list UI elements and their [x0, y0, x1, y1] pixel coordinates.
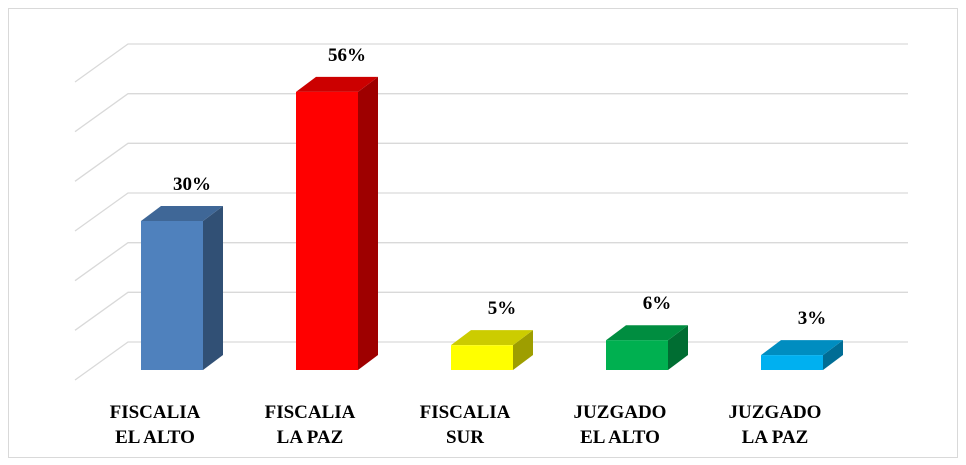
bar	[606, 325, 688, 370]
x-tick-label-line: JUZGADO	[729, 402, 822, 423]
bar-front	[761, 355, 823, 370]
bar	[451, 330, 533, 370]
data-label: 30%	[173, 174, 211, 195]
bar-side	[513, 330, 533, 370]
bar-top	[761, 340, 843, 356]
bar-top	[296, 76, 378, 92]
x-tick-label-line: LA PAZ	[277, 427, 344, 448]
x-tick-label: JUZGADO EL ALTO	[574, 402, 667, 448]
bar	[141, 206, 223, 370]
bar	[296, 76, 378, 370]
data-label: 3%	[798, 308, 827, 329]
data-label: 6%	[643, 293, 672, 314]
bar-side	[358, 76, 378, 370]
grid-line	[74, 242, 908, 282]
x-tick-label-line: FISCALIA	[110, 402, 201, 423]
data-label: 5%	[488, 298, 517, 319]
x-tick-label-line: FISCALIA	[420, 402, 511, 423]
x-tick-label-line: EL ALTO	[580, 427, 660, 448]
bar-side	[203, 206, 223, 370]
x-tick-label: FISCALIA EL ALTO	[110, 402, 201, 448]
data-label: 56%	[328, 45, 366, 66]
x-tick-label-line: SUR	[446, 427, 484, 448]
x-tick-label: FISCALIA LA PAZ	[265, 402, 356, 448]
bar-front	[451, 345, 513, 370]
x-tick-label-line: EL ALTO	[115, 427, 195, 448]
bar-side	[823, 340, 843, 370]
bar-top	[141, 206, 223, 221]
x-tick-label-line: FISCALIA	[265, 402, 356, 423]
grid-line	[74, 43, 908, 83]
bar-front	[296, 91, 358, 370]
grid-line	[74, 192, 908, 232]
grid-line	[74, 142, 908, 182]
x-tick-label-line: LA PAZ	[742, 427, 809, 448]
grid-line	[74, 93, 908, 133]
grid-line	[74, 291, 908, 331]
bar-top	[451, 330, 533, 346]
bar-front	[141, 221, 203, 370]
bar-front	[606, 340, 668, 370]
x-tick-label: FISCALIA SUR	[420, 402, 511, 448]
x-tick-label-line: JUZGADO	[574, 402, 667, 423]
bar-top	[606, 325, 688, 341]
bar	[761, 340, 843, 370]
bar-side	[668, 325, 688, 370]
x-tick-label: JUZGADO LA PAZ	[729, 402, 822, 448]
